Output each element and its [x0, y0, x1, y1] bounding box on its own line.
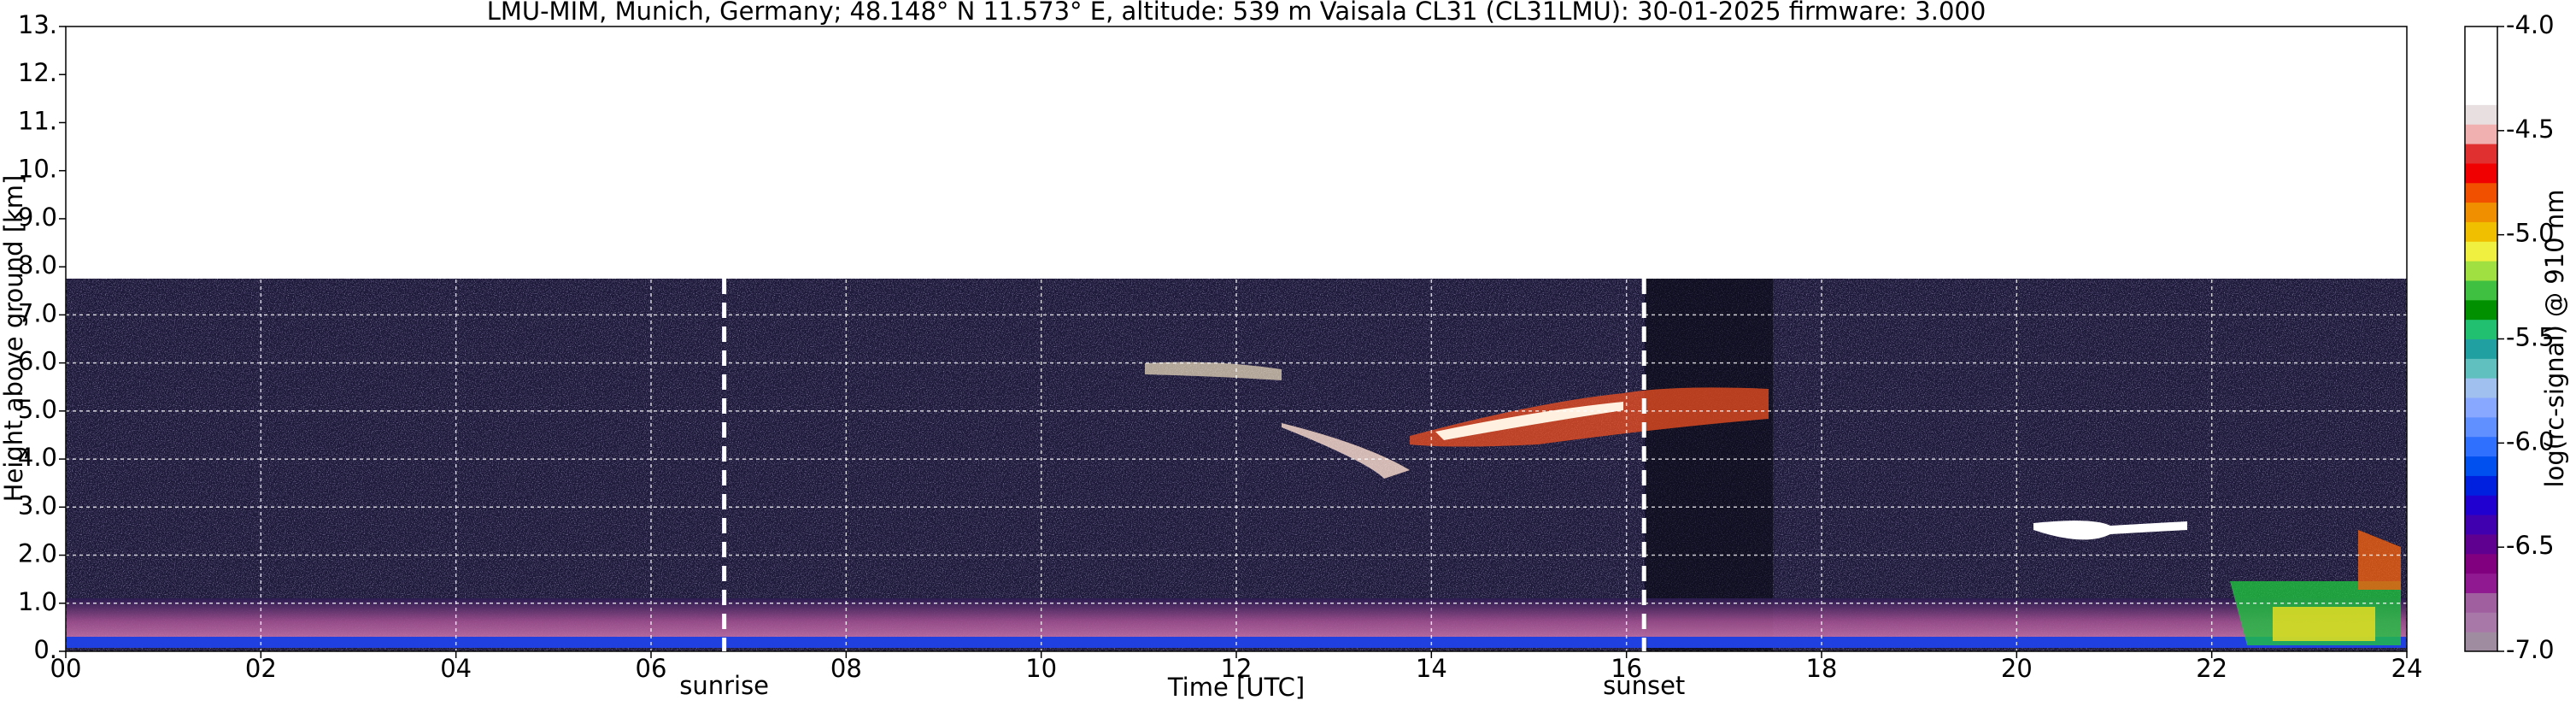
colorbar-segment — [2465, 162, 2497, 184]
x-tick-label: 12 — [1221, 654, 1253, 683]
colorbar-segment — [2465, 416, 2497, 438]
y-tick-label: 0. — [33, 635, 57, 664]
chart-title: LMU-MIM, Munich, Germany; 48.148° N 11.5… — [487, 0, 1986, 26]
colorbar-segment — [2465, 26, 2497, 47]
colorbar-segment — [2465, 45, 2497, 67]
colorbar-segment — [2465, 397, 2497, 418]
colorbar-tick-label: -4.5 — [2506, 115, 2555, 144]
x-tick-label: 02 — [245, 654, 277, 683]
event-label: sunset — [1603, 671, 1685, 700]
colorbar-segment — [2465, 319, 2497, 339]
colorbar-segment — [2465, 241, 2497, 262]
x-tick-label: 14 — [1416, 654, 1447, 683]
y-tick-label: 5.0 — [18, 395, 57, 424]
colorbar-segment — [2465, 612, 2497, 632]
y-tick-label: 2.0 — [18, 539, 57, 568]
y-tick-label: 8.0 — [18, 250, 57, 279]
colorbar-segment — [2465, 261, 2497, 281]
colorbar-segment — [2465, 592, 2497, 613]
x-axis-label: Time [UTC] — [1167, 673, 1305, 702]
colorbar-segment — [2465, 182, 2497, 203]
colorbar-segment — [2465, 144, 2497, 164]
y-tick-label: 11. — [18, 106, 57, 135]
y-tick-label: 9.0 — [18, 203, 57, 232]
event-label: sunrise — [679, 671, 769, 700]
y-tick-label: 6.0 — [18, 347, 57, 376]
colorbar-segment — [2465, 533, 2497, 555]
cloud — [1282, 423, 1410, 479]
colorbar-segment — [2465, 456, 2497, 476]
colorbar-tick-label: -5.5 — [2506, 323, 2555, 352]
colorbar-segment — [2465, 124, 2497, 144]
colorbar-tick-label: -7.0 — [2506, 635, 2555, 664]
colorbar-tick-label: -4.0 — [2506, 10, 2555, 39]
x-tick-label: 20 — [2001, 654, 2033, 683]
x-tick-label: 06 — [636, 654, 667, 683]
cloud — [2273, 607, 2375, 641]
cloud — [1145, 362, 1282, 380]
colorbar-segment — [2465, 495, 2497, 515]
colorbar-segment — [2465, 436, 2497, 457]
y-tick-label: 1.0 — [18, 587, 57, 616]
colorbar-segment — [2465, 338, 2497, 359]
colorbar-segment — [2465, 65, 2497, 86]
x-tick-label: 08 — [830, 654, 862, 683]
colorbar-segment — [2465, 573, 2497, 593]
x-tick-label: 24 — [2391, 654, 2423, 683]
colorbar-segment — [2465, 202, 2497, 222]
cloud — [2358, 530, 2401, 590]
cloud — [2033, 521, 2187, 540]
x-tick-label: 10 — [1025, 654, 1057, 683]
colorbar-tick-label: -6.5 — [2506, 531, 2555, 560]
colorbar-tick-label: -5.0 — [2506, 219, 2555, 248]
y-tick-label: 10. — [18, 155, 57, 184]
colorbar-segment — [2465, 104, 2497, 125]
y-tick-label: 13. — [18, 10, 57, 39]
colorbar-segment — [2465, 299, 2497, 321]
colorbar-segment — [2465, 378, 2497, 398]
colorbar-segment — [2465, 553, 2497, 574]
y-tick-label: 4.0 — [18, 443, 57, 472]
y-tick-label: 3.0 — [18, 491, 57, 520]
y-axis-label: Height above ground [km] — [0, 175, 28, 503]
colorbar-segment — [2465, 515, 2497, 535]
x-tick-label: 16 — [1611, 654, 1642, 683]
colorbar-segment — [2465, 475, 2497, 496]
x-tick-label: 18 — [1806, 654, 1838, 683]
colorbar-tick-label: -6.0 — [2506, 427, 2555, 456]
y-tick-label: 12. — [18, 58, 57, 87]
x-tick-label: 00 — [50, 654, 82, 683]
x-tick-label: 22 — [2196, 654, 2227, 683]
x-tick-label: 04 — [440, 654, 472, 683]
colorbar-segment — [2465, 358, 2497, 379]
cloud — [1410, 387, 1769, 447]
colorbar-segment — [2465, 221, 2497, 242]
y-tick-label: 7.0 — [18, 298, 57, 327]
colorbar-segment — [2465, 85, 2497, 105]
colorbar-label: log(rc-signal) @ 910 nm — [2540, 190, 2569, 488]
colorbar-segment — [2465, 632, 2497, 652]
colorbar-segment — [2465, 279, 2497, 301]
dark-region — [1645, 279, 1773, 651]
